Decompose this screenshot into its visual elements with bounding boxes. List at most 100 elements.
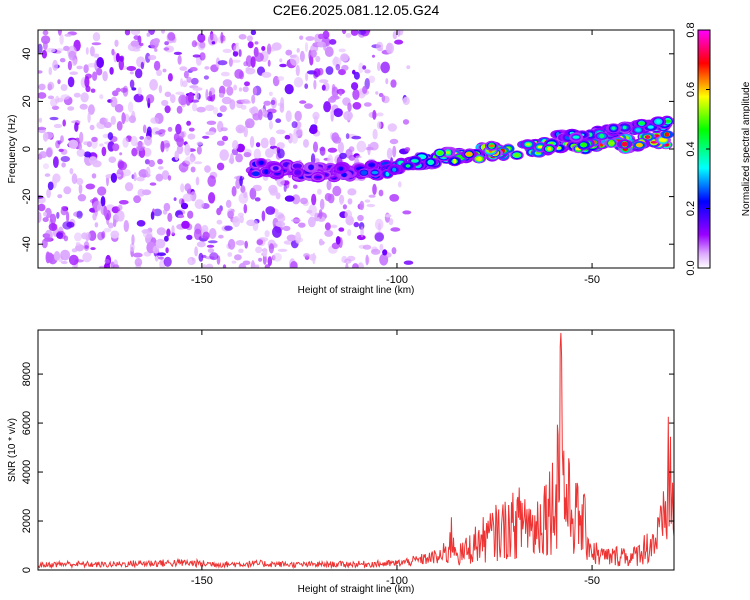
noise-speckle: [112, 264, 120, 268]
noise-speckle: [189, 67, 198, 72]
signal-blob: [644, 135, 651, 139]
noise-speckle: [63, 186, 72, 195]
noise-speckle: [164, 105, 171, 114]
noise-speckle: [195, 90, 199, 100]
noise-speckle: [265, 148, 274, 158]
noise-speckle: [291, 218, 301, 223]
colorbar-tick-label: 0.8: [685, 22, 697, 37]
noise-speckle: [61, 162, 66, 168]
noise-speckle: [228, 57, 233, 67]
noise-speckle: [129, 242, 135, 252]
noise-speckle: [103, 205, 108, 217]
noise-speckle: [319, 79, 329, 83]
noise-speckle: [335, 236, 341, 245]
signal-blob: [636, 143, 643, 148]
noise-speckle: [124, 182, 134, 192]
noise-speckle: [179, 66, 188, 71]
signal-blob: [264, 169, 269, 175]
noise-speckle: [313, 79, 317, 90]
noise-speckle: [350, 30, 359, 36]
noise-speckle: [244, 118, 255, 129]
noise-speckle: [253, 148, 261, 160]
noise-speckle: [101, 146, 107, 157]
noise-speckle: [314, 158, 320, 164]
noise-speckle: [38, 126, 46, 134]
noise-speckle: [269, 120, 273, 130]
noise-speckle: [38, 83, 46, 91]
noise-speckle: [39, 151, 48, 159]
noise-speckle: [119, 152, 123, 156]
noise-speckle: [130, 30, 141, 36]
noise-speckle: [252, 184, 262, 192]
noise-speckle: [238, 87, 243, 92]
noise-speckle: [204, 165, 211, 173]
signal-blob: [368, 163, 375, 167]
noise-speckle: [268, 243, 274, 254]
noise-speckle: [114, 39, 119, 47]
noise-speckle: [290, 54, 300, 66]
noise-speckle: [347, 188, 357, 196]
noise-speckle: [153, 60, 161, 71]
noise-speckle: [330, 110, 334, 116]
noise-speckle: [150, 211, 155, 220]
noise-speckle: [203, 75, 209, 80]
noise-speckle: [370, 248, 381, 255]
noise-speckle: [199, 52, 206, 61]
signal-blob: [572, 135, 580, 139]
noise-speckle: [381, 94, 386, 102]
noise-speckle: [145, 166, 151, 178]
noise-speckle: [123, 220, 129, 232]
noise-speckle: [198, 252, 204, 262]
noise-speckle: [104, 118, 109, 123]
noise-speckle: [233, 45, 240, 52]
noise-speckle: [392, 31, 398, 40]
noise-speckle: [232, 140, 239, 150]
noise-speckle: [167, 212, 173, 222]
noise-speckle: [254, 52, 264, 62]
noise-speckle: [261, 71, 272, 78]
noise-speckle: [42, 217, 49, 223]
noise-speckle: [207, 33, 218, 46]
signal-blob: [514, 153, 520, 158]
noise-speckle: [352, 102, 362, 110]
noise-speckle: [232, 215, 241, 228]
noise-speckle: [305, 72, 309, 82]
noise-speckle: [114, 103, 124, 113]
noise-speckle: [71, 248, 78, 253]
noise-speckle: [41, 35, 51, 44]
noise-speckle: [56, 211, 60, 219]
noise-speckle: [238, 49, 242, 57]
noise-speckle: [353, 71, 360, 80]
noise-speckle: [141, 229, 151, 234]
noise-speckle: [208, 90, 212, 97]
noise-speckle: [231, 59, 241, 63]
noise-speckle: [206, 244, 215, 248]
noise-speckle: [362, 85, 368, 94]
noise-speckle: [337, 141, 344, 154]
noise-speckle: [225, 199, 232, 208]
noise-speckle: [199, 41, 206, 49]
noise-speckle: [240, 99, 250, 104]
noise-speckle: [87, 104, 95, 115]
noise-speckle: [184, 143, 191, 156]
noise-speckle: [325, 66, 334, 75]
noise-speckle: [85, 85, 91, 93]
noise-speckle: [89, 46, 95, 57]
noise-speckle: [194, 223, 202, 235]
noise-speckle: [83, 64, 89, 74]
noise-speckle: [91, 42, 102, 46]
noise-speckle: [186, 120, 192, 126]
noise-speckle: [43, 211, 47, 217]
noise-speckle: [174, 150, 179, 161]
noise-speckle: [398, 181, 402, 188]
noise-speckle: [402, 210, 412, 215]
noise-speckle: [356, 234, 366, 241]
noise-speckle: [253, 265, 260, 268]
noise-speckle: [129, 79, 135, 89]
noise-speckle: [137, 188, 146, 197]
noise-speckle: [90, 88, 96, 93]
noise-speckle: [359, 200, 365, 211]
noise-speckle: [317, 188, 322, 195]
noise-speckle: [277, 214, 286, 223]
